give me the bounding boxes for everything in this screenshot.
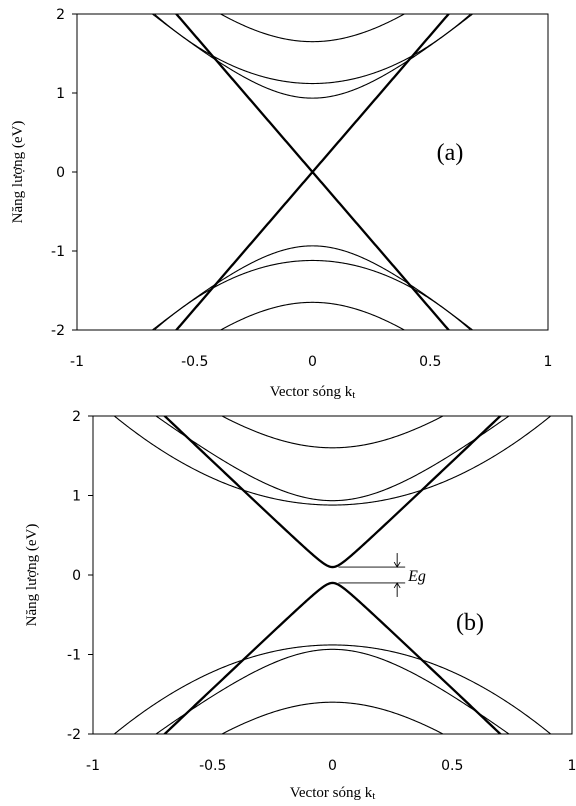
- conduction-band-3: [220, 416, 445, 449]
- valence-band-4: [113, 644, 552, 734]
- conduction-band-1: [162, 416, 503, 569]
- x-tick-label: -1: [70, 354, 84, 370]
- valence-band-3: [219, 301, 406, 330]
- conduction-band-4: [113, 416, 552, 506]
- x-axis-label: Vector sóng kt: [270, 384, 356, 401]
- y-tick-label: -2: [51, 323, 65, 339]
- gap-arrowhead-top: [393, 561, 401, 568]
- x-axis-label-subscript: t: [352, 389, 355, 401]
- valence-band-1: [162, 581, 503, 734]
- x-tick-label: 1: [544, 354, 553, 370]
- conduction-band-3: [219, 14, 406, 43]
- y-tick-label: 1: [72, 489, 81, 505]
- x-axis-label-subscript: t: [372, 790, 375, 802]
- x-tick-label: -1: [86, 758, 100, 774]
- y-tick-label: 0: [56, 165, 65, 181]
- y-tick-label: 1: [56, 86, 65, 102]
- y-tick-label: -1: [51, 244, 65, 260]
- x-tick-label: 0: [308, 354, 317, 370]
- panel-label: (a): [437, 140, 464, 166]
- plot-frame: [92, 415, 573, 735]
- band-curves: [151, 14, 474, 330]
- conduction-band-2: [155, 416, 510, 502]
- y-tick-label: 2: [72, 409, 81, 425]
- band-gap-annotation: Eg: [338, 553, 426, 597]
- x-tick-label: 0: [328, 758, 337, 774]
- y-axis-label: Năng lượng (eV): [10, 121, 26, 224]
- gap-arrowhead-bottom: [393, 582, 401, 589]
- valence-band-4: [153, 259, 472, 330]
- y-axis-label: Năng lượng (eV): [24, 524, 40, 627]
- valence-band-2: [151, 245, 474, 330]
- x-tick-label: 0.5: [419, 354, 441, 370]
- conduction-band-2: [151, 14, 474, 99]
- x-tick-label: 1: [568, 758, 576, 774]
- conduction-band-1: [174, 14, 451, 174]
- y-tick-label: -1: [67, 648, 81, 664]
- x-tick-label: 0.5: [441, 758, 463, 774]
- valence-band-3: [220, 701, 445, 734]
- y-tick-label: -2: [67, 727, 81, 743]
- valence-band-2: [155, 648, 510, 734]
- panel-label: (b): [456, 610, 484, 636]
- x-tick-label: -0.5: [181, 354, 208, 370]
- conduction-band-4: [153, 14, 472, 85]
- x-tick-label: -0.5: [199, 758, 226, 774]
- x-axis-label: Vector sóng kt: [290, 785, 376, 802]
- chart-panel-b: 2 1 0 -1 -2 -1 -0.5 0 0.5 1 Vector sóng kt Năng lượ…: [24, 409, 576, 802]
- band-gap-label: Eg: [407, 568, 426, 585]
- band-curves: [113, 416, 552, 734]
- y-tick-label: 2: [56, 7, 65, 23]
- y-tick-label: 0: [72, 568, 81, 584]
- valence-band-1: [174, 170, 451, 330]
- chart-panel-a: 2 1 0 -1 -2 -1 -0.5 0 0.5 1 Vector sóng kt Năng lượ…: [10, 7, 553, 401]
